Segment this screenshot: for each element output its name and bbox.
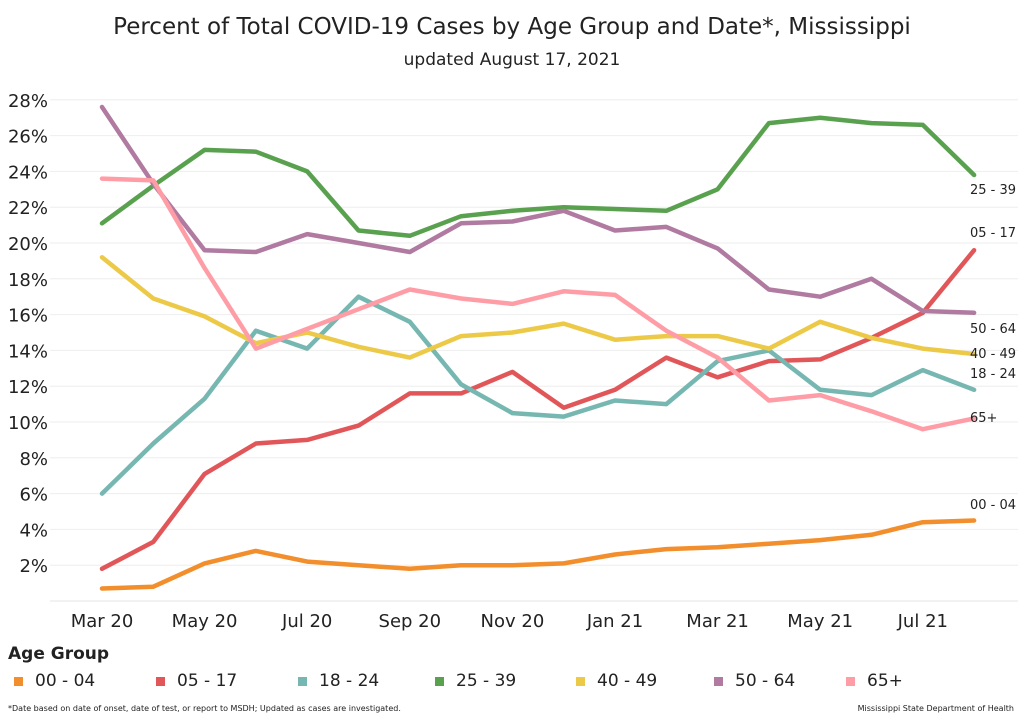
legend-swatch bbox=[576, 676, 585, 686]
legend-item: 40 - 49 bbox=[576, 671, 714, 691]
y-tick-label: 28% bbox=[8, 91, 48, 112]
end-label: 50 - 64 bbox=[970, 322, 1016, 337]
x-tick-label: May 21 bbox=[787, 611, 853, 632]
x-tick-label: Mar 21 bbox=[686, 611, 749, 632]
x-tick-label: Jul 21 bbox=[897, 611, 948, 632]
y-tick-label: 20% bbox=[8, 234, 48, 255]
legend-swatch bbox=[14, 676, 23, 686]
footnote: *Date based on date of onset, date of te… bbox=[8, 704, 401, 713]
y-tick-label: 22% bbox=[8, 198, 48, 219]
x-tick-label: Jul 20 bbox=[281, 611, 332, 632]
legend-label: 18 - 24 bbox=[319, 671, 380, 691]
legend-label: 05 - 17 bbox=[177, 671, 238, 691]
legend-swatch bbox=[846, 676, 855, 686]
legend-label: 65+ bbox=[867, 671, 903, 691]
y-tick-label: 2% bbox=[19, 556, 48, 577]
series-line-50-64 bbox=[99, 104, 977, 316]
legend-item: 65+ bbox=[846, 671, 984, 691]
legend-swatch bbox=[435, 676, 444, 686]
y-tick-label: 10% bbox=[8, 413, 48, 434]
y-tick-label: 26% bbox=[8, 127, 48, 148]
source-credit: Mississippi State Department of Health bbox=[857, 704, 1014, 713]
y-tick-label: 8% bbox=[19, 449, 48, 470]
legend-swatch bbox=[156, 676, 165, 686]
legend: 00 - 04 05 - 17 18 - 24 25 - 39 40 - 49 50 - … bbox=[14, 671, 984, 691]
gridlines bbox=[50, 99, 1018, 602]
x-tick-label: May 20 bbox=[172, 611, 238, 632]
legend-title: Age Group bbox=[8, 644, 110, 664]
chart-subtitle: updated August 17, 2021 bbox=[403, 50, 621, 70]
x-tick-label: Nov 20 bbox=[481, 611, 545, 632]
series-line-25-39 bbox=[99, 115, 977, 239]
line-chart: 2% 4% 6% 8% 10% 12% 14% 16% 18% 20% 22% 24% 26% 28% M… bbox=[8, 91, 1018, 632]
legend-item: 00 - 04 bbox=[14, 671, 156, 691]
legend-swatch bbox=[298, 676, 307, 686]
legend-item: 05 - 17 bbox=[156, 671, 298, 691]
chart-title: Percent of Total COVID-19 Cases by Age G… bbox=[113, 14, 911, 40]
end-label: 25 - 39 bbox=[970, 183, 1016, 198]
legend-item: 50 - 64 bbox=[714, 671, 846, 691]
y-tick-label: 4% bbox=[19, 520, 48, 541]
series-line-00-04 bbox=[99, 518, 977, 591]
y-tick-label: 14% bbox=[8, 341, 48, 362]
series-lines bbox=[99, 104, 977, 591]
legend-item: 25 - 39 bbox=[435, 671, 576, 691]
x-axis-ticks: Mar 20 May 20 Jul 20 Sep 20 Nov 20 Jan 21 Mar … bbox=[71, 611, 948, 632]
end-label: 65+ bbox=[970, 411, 997, 426]
y-tick-label: 24% bbox=[8, 162, 48, 183]
x-tick-label: Jan 21 bbox=[586, 611, 643, 632]
series-line-40-49 bbox=[99, 255, 977, 360]
legend-label: 00 - 04 bbox=[35, 671, 96, 691]
series-line-05-17 bbox=[99, 247, 977, 572]
end-label: 00 - 04 bbox=[970, 498, 1016, 513]
end-label: 18 - 24 bbox=[970, 367, 1016, 382]
end-label: 40 - 49 bbox=[970, 347, 1016, 362]
legend-label: 40 - 49 bbox=[597, 671, 658, 691]
legend-swatch bbox=[714, 676, 723, 686]
series-end-labels: 00 - 04 05 - 17 18 - 24 25 - 39 40 - 49 50 - … bbox=[970, 183, 1016, 513]
x-tick-label: Sep 20 bbox=[379, 611, 442, 632]
legend-label: 25 - 39 bbox=[456, 671, 517, 691]
y-tick-label: 16% bbox=[8, 306, 48, 327]
legend-label: 50 - 64 bbox=[735, 671, 796, 691]
legend-item: 18 - 24 bbox=[298, 671, 435, 691]
y-tick-label: 6% bbox=[19, 485, 48, 506]
y-tick-label: 18% bbox=[8, 270, 48, 291]
x-tick-label: Mar 20 bbox=[71, 611, 134, 632]
end-label: 05 - 17 bbox=[970, 226, 1016, 241]
series-line-65plus bbox=[99, 176, 977, 432]
y-tick-label: 12% bbox=[8, 377, 48, 398]
series-line-18-24 bbox=[99, 294, 977, 496]
y-axis-ticks: 2% 4% 6% 8% 10% 12% 14% 16% 18% 20% 22% 24% 26% 28% bbox=[8, 91, 48, 577]
